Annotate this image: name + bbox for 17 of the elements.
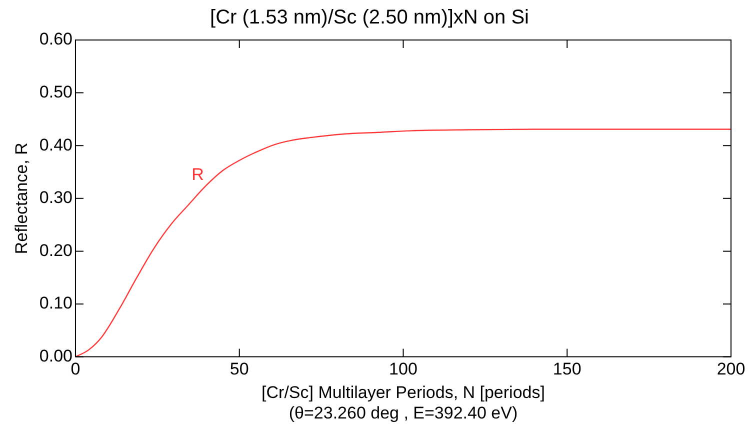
y-tick-label: 0.60 [39, 30, 72, 49]
chart-title: [Cr (1.53 nm)/Sc (2.50 nm)]xN on Si [210, 6, 529, 29]
x-axis-title: [Cr/Sc] Multilayer Periods, N [periods] (θ=23.260 deg , E=392.40 eV) [262, 383, 545, 422]
y-tick-label: 0.20 [39, 240, 72, 260]
x-tick-label: 100 [389, 360, 418, 379]
y-tick-label: 0.50 [39, 82, 72, 102]
line-series [75, 128, 731, 357]
x-tick-label: 200 [716, 360, 746, 379]
y-axis-title: Reflectance, R [12, 142, 31, 254]
y-tick-label: 0.40 [39, 135, 72, 154]
x-tick-label: 0 [70, 360, 80, 379]
y-tick-label: 0.30 [39, 188, 72, 208]
y-tick-label: 0.00 [39, 346, 72, 366]
series-label: R [192, 164, 204, 184]
x-tick-label: 150 [552, 360, 582, 379]
y-tick-label: 0.10 [39, 294, 72, 313]
x-tick-label: 50 [230, 360, 249, 379]
